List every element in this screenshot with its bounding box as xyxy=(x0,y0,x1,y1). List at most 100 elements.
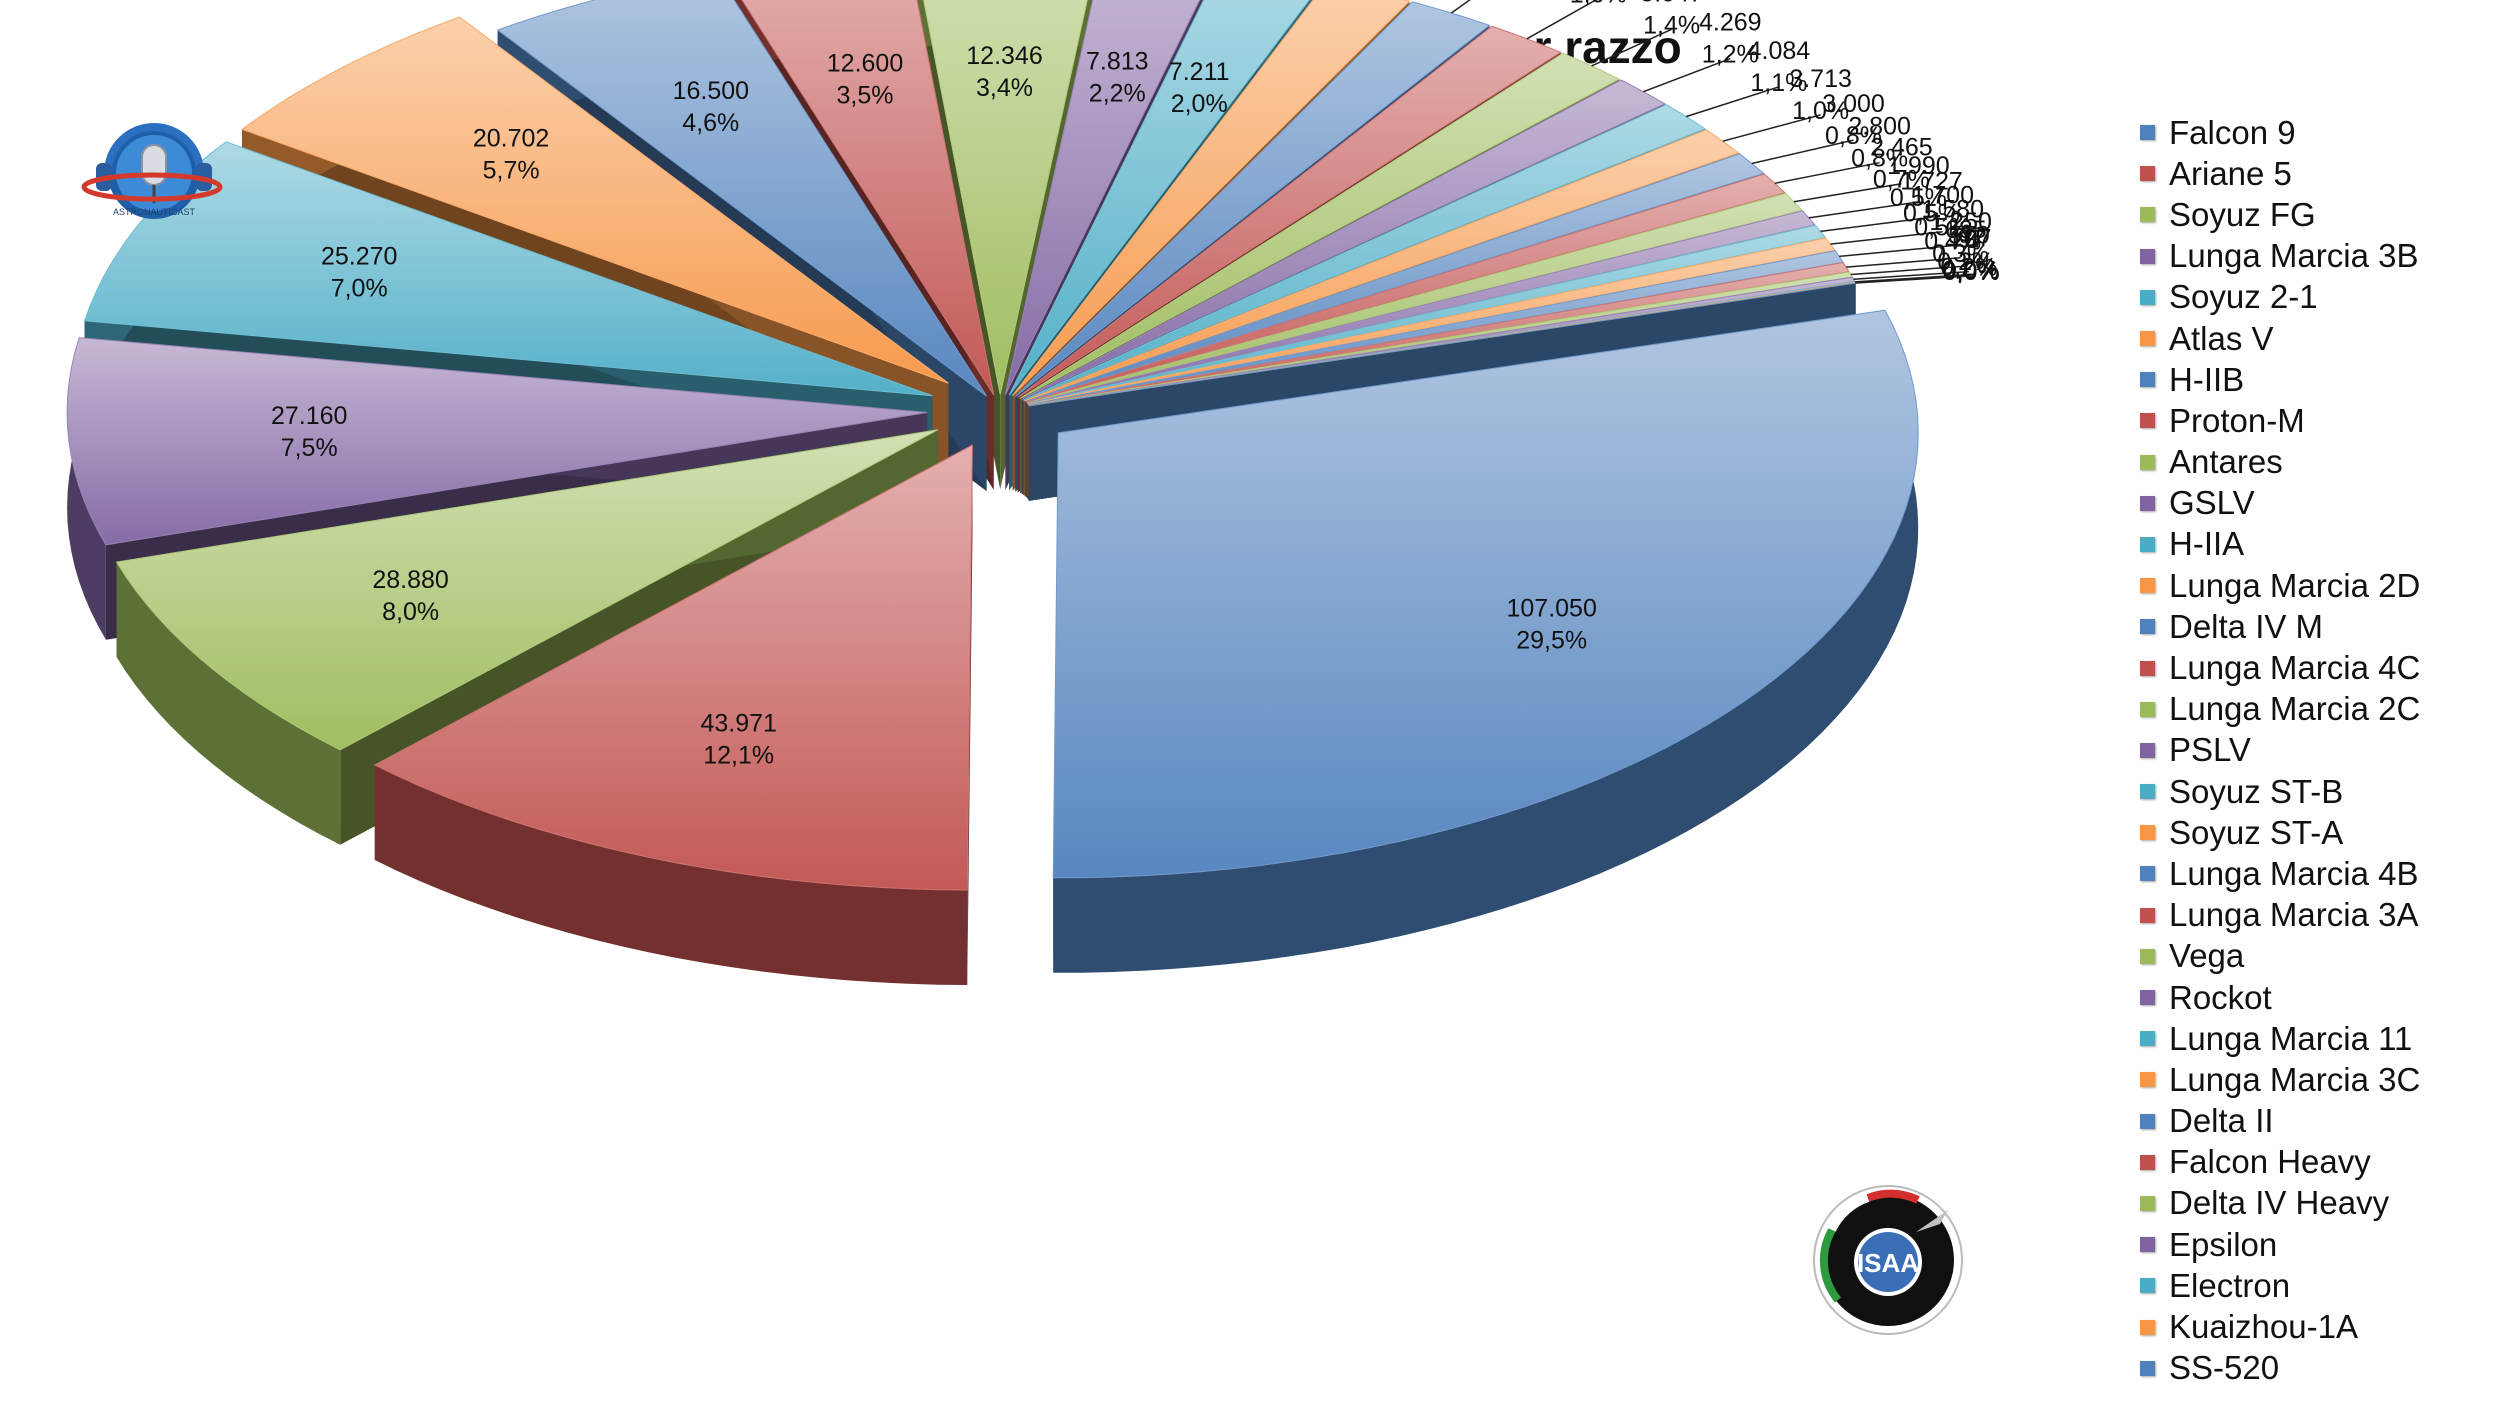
data-label-percent: 1,0% xyxy=(1792,97,1849,125)
legend-item: Delta IV Heavy xyxy=(2140,1183,2490,1224)
legend-swatch xyxy=(2140,742,2155,758)
legend-label: Falcon 9 xyxy=(2169,113,2296,151)
legend-swatch xyxy=(2140,248,2155,264)
pie-tops xyxy=(66,0,1919,891)
data-label-percent: 7,0% xyxy=(331,274,388,302)
data-label-percent: 0,5% xyxy=(1914,214,1971,242)
legend-item: Ariane 5 xyxy=(2140,153,2490,194)
data-label-percent: 0,8% xyxy=(1825,122,1882,150)
legend-swatch xyxy=(2140,1319,2155,1335)
legend-item: Lunga Marcia 2D xyxy=(2140,565,2490,606)
legend-swatch xyxy=(2140,331,2155,347)
legend-swatch xyxy=(2140,619,2155,635)
data-label-percent: 1,6% xyxy=(1570,0,1627,9)
leader-line xyxy=(1846,257,1961,268)
leader-line xyxy=(1643,57,1731,93)
legend-swatch xyxy=(2140,289,2155,305)
data-label-percent: 0,3% xyxy=(1932,240,1989,268)
legend-item: PSLV xyxy=(2140,730,2490,771)
slice-top-antares xyxy=(923,0,1088,395)
legend-swatch xyxy=(2140,660,2155,676)
leader-line xyxy=(1855,275,1972,284)
legend-item: Soyuz ST-B xyxy=(2140,771,2490,812)
legend-label: SS-520 xyxy=(2169,1349,2280,1387)
legend-swatch xyxy=(2140,784,2155,800)
isaa-logo: ISAA xyxy=(1813,1185,1963,1335)
legend-label: Lunga Marcia 3C xyxy=(2169,1060,2421,1098)
legend-swatch xyxy=(2140,125,2155,141)
legend-label: Delta II xyxy=(2169,1102,2274,1140)
legend-label: Soyuz FG xyxy=(2169,195,2316,233)
data-label-value: 4.269 xyxy=(1699,9,1762,37)
slice-top-soyuz-st-b xyxy=(1022,104,1707,401)
legend-swatch xyxy=(2140,166,2155,182)
data-label-value: 2.800 xyxy=(1848,113,1911,141)
legend-item: H-IIA xyxy=(2140,524,2490,565)
legend-item: Soyuz FG xyxy=(2140,194,2490,235)
data-label-value: 1.990 xyxy=(1887,152,1950,180)
pie-leaders xyxy=(1450,0,1972,284)
slice-top-falcon-9 xyxy=(1052,309,1919,879)
leader-line xyxy=(1854,273,1971,283)
legend-label: Proton-M xyxy=(2169,401,2305,439)
legend-label: Lunga Marcia 3A xyxy=(2169,896,2419,934)
legend-label: Soyuz ST-A xyxy=(2169,813,2344,851)
data-label-percent: 1,2% xyxy=(1702,41,1759,69)
legend-swatch xyxy=(2140,1113,2155,1129)
legend-item: Delta II xyxy=(2140,1101,2490,1142)
leader-line xyxy=(1839,244,1953,258)
legend-item: Lunga Marcia 4C xyxy=(2140,647,2490,688)
svg-text:ISAA: ISAA xyxy=(1857,1248,1919,1278)
data-label-percent: 29,5% xyxy=(1516,626,1587,654)
legend-swatch xyxy=(2140,372,2155,388)
legend-swatch xyxy=(2140,578,2155,594)
data-label-percent: 2,2% xyxy=(1089,80,1146,108)
slice-top-proton-m xyxy=(741,0,995,396)
legend-item: Lunga Marcia 11 xyxy=(2140,1018,2490,1059)
legend-item: Rockot xyxy=(2140,977,2490,1018)
data-label-percent: 0,7% xyxy=(1873,166,1930,194)
legend-item: Epsilon xyxy=(2140,1224,2490,1265)
data-label-value: 7.813 xyxy=(1086,48,1149,76)
data-label-percent: 0,5% xyxy=(1890,184,1947,212)
legend-swatch xyxy=(2140,866,2155,882)
data-label-percent: 4,6% xyxy=(682,109,739,137)
legend-item: Lunga Marcia 3A xyxy=(2140,895,2490,936)
leader-line xyxy=(1853,270,1969,281)
legend-label: Ariane 5 xyxy=(2169,154,2292,192)
legend-label: Soyuz ST-B xyxy=(2169,772,2344,810)
data-label-value: 1.250 xyxy=(1929,208,1992,236)
leader-line xyxy=(1685,86,1780,118)
leader-line xyxy=(1450,0,1471,14)
legend-label: Lunga Marcia 4B xyxy=(2169,854,2419,892)
data-label-value: 43.971 xyxy=(700,710,776,738)
data-label-value: 3.713 xyxy=(1789,65,1852,93)
data-label-value: 12.600 xyxy=(827,49,903,77)
legend-item: Vega xyxy=(2140,936,2490,977)
legend-label: GSLV xyxy=(2169,484,2255,522)
legend-item: H-IIB xyxy=(2140,359,2490,400)
data-label-value: 16.500 xyxy=(673,77,749,105)
legend-item: Kuaizhou-1A xyxy=(2140,1306,2490,1347)
data-label-value: 1.700 xyxy=(1911,182,1974,210)
data-label-percent: 7,5% xyxy=(281,434,338,462)
leader-line xyxy=(1830,230,1943,245)
data-label-value: 3 xyxy=(1964,226,1978,254)
legend-label: Epsilon xyxy=(2169,1225,2278,1263)
legend-label: Lunga Marcia 3B xyxy=(2169,237,2419,275)
legend-swatch xyxy=(2140,701,2155,717)
data-label-percent: 0,8% xyxy=(1851,145,1908,173)
legend-swatch xyxy=(2140,1072,2155,1088)
legend-item: Delta IV M xyxy=(2140,606,2490,647)
data-label-value: 5.047 xyxy=(1640,0,1703,7)
legend-swatch xyxy=(2140,990,2155,1006)
legend-item: Lunga Marcia 3B xyxy=(2140,236,2490,277)
data-label-value: 4.084 xyxy=(1748,37,1811,65)
legend-label: Atlas V xyxy=(2169,319,2274,357)
legend-item: Electron xyxy=(2140,1265,2490,1306)
data-label-percent: 0,0% xyxy=(1943,258,2000,286)
data-label-percent: 0,4% xyxy=(1924,228,1981,256)
legend-label: Electron xyxy=(2169,1266,2291,1304)
legend-swatch xyxy=(2140,1154,2155,1170)
